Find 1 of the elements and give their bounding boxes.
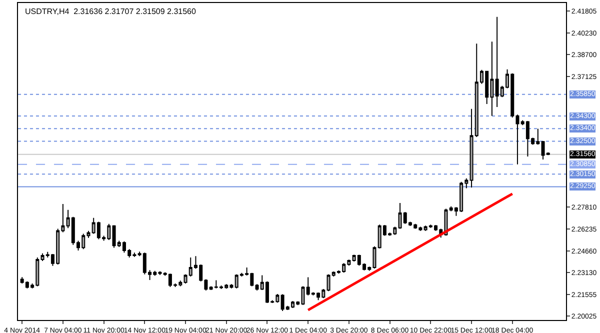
text: USDTRY,H4 2.31636 2.31707 2.31509 2.31560 [25, 7, 196, 16]
